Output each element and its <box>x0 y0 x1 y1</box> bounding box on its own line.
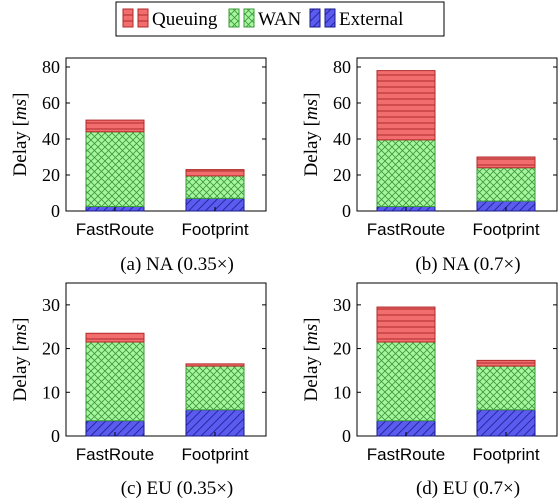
legend-label-wan: WAN <box>258 9 302 30</box>
legend-label-queuing: Queuing <box>152 9 218 30</box>
bar-wan-fastroute <box>376 341 436 422</box>
x-tick-label: FastRoute <box>367 445 445 464</box>
x-tick-label: FastRoute <box>367 220 445 239</box>
y-tick-label: 20 <box>333 339 351 359</box>
plot-frame <box>356 57 558 212</box>
chart-panel-2: 0 20 40 60 80 Delay [ms] FastRoute Footprint (b)… <box>301 57 558 275</box>
y-tick-label: 40 <box>42 129 60 149</box>
legend-swatch-wan <box>228 8 240 28</box>
y-tick-label: 20 <box>333 165 351 185</box>
bar-queuing-footprint <box>185 363 245 367</box>
y-tick-label: 30 <box>42 295 60 315</box>
panel-caption: (b) NA (0.7×) <box>415 254 520 275</box>
y-tick-label: 10 <box>333 382 351 402</box>
bar-queuing-footprint <box>476 359 536 367</box>
bar-queuing-footprint <box>476 156 536 169</box>
bar-wan-footprint <box>476 365 536 411</box>
panel-caption: (a) NA (0.35×) <box>120 254 234 275</box>
bar-queuing-fastroute <box>85 119 145 133</box>
x-tick-label: FastRoute <box>76 445 154 464</box>
legend: Queuing WAN External <box>115 1 445 37</box>
bar-queuing-fastroute <box>376 306 436 343</box>
y-tick-label: 60 <box>42 93 60 113</box>
bar-queuing-fastroute <box>376 70 436 141</box>
y-tick-label: 10 <box>42 382 60 402</box>
chart-panel-1: 0 20 40 60 80 Delay [ms] FastRoute Footprint (a)… <box>10 57 267 275</box>
x-tick-label: Footprint <box>181 445 248 464</box>
bar-queuing-fastroute <box>85 332 145 343</box>
plot-frame <box>356 282 558 437</box>
bar-queuing-footprint <box>185 169 245 177</box>
legend-label-external: External <box>339 9 403 30</box>
bar-wan-footprint <box>476 167 536 202</box>
legend-box <box>115 1 445 37</box>
x-tick-label: Footprint <box>181 220 248 239</box>
x-tick-label: Footprint <box>472 445 539 464</box>
bar-wan-footprint <box>185 175 245 199</box>
y-axis-label: Delay [ms] <box>301 318 322 402</box>
bar-wan-fastroute <box>85 341 145 422</box>
y-tick-label: 0 <box>342 201 351 221</box>
y-tick-label: 0 <box>342 426 351 446</box>
panel-caption: (c) EU (0.35×) <box>121 478 234 499</box>
legend-swatch-external <box>309 8 321 28</box>
legend-swatch-queuing-2 <box>137 8 149 28</box>
y-axis-label: Delay [ms] <box>10 318 31 402</box>
legend-swatch-wan-2 <box>243 8 255 28</box>
y-tick-label: 20 <box>42 339 60 359</box>
y-axis-label: Delay [ms] <box>10 93 31 177</box>
chart-panel-4: 0 10 20 30 Delay [ms] FastRoute Footprint (d) E… <box>301 282 558 499</box>
bar-external-footprint <box>476 409 536 437</box>
x-tick-label: FastRoute <box>76 220 154 239</box>
chart-panel-3: 0 10 20 30 Delay [ms] FastRoute Footprint (c) E… <box>10 282 267 499</box>
legend-swatch-queuing <box>122 8 134 28</box>
y-tick-label: 30 <box>333 295 351 315</box>
plot-frame <box>65 282 267 437</box>
panel-caption: (d) EU (0.7×) <box>416 478 520 499</box>
bar-wan-fastroute <box>85 131 145 207</box>
bar-wan-fastroute <box>376 139 436 207</box>
legend-swatch-external-2 <box>324 8 336 28</box>
y-tick-label: 80 <box>42 57 60 77</box>
plot-frame <box>65 57 267 212</box>
y-tick-label: 20 <box>42 165 60 185</box>
y-axis-label: Delay [ms] <box>301 93 322 177</box>
y-tick-label: 60 <box>333 93 351 113</box>
panels: 0 20 40 60 80 Delay [ms] FastRoute Footprint (a)… <box>10 57 558 499</box>
x-tick-label: Footprint <box>472 220 539 239</box>
y-tick-label: 0 <box>51 201 60 221</box>
bar-wan-footprint <box>185 365 245 411</box>
y-tick-label: 40 <box>333 129 351 149</box>
y-tick-label: 0 <box>51 426 60 446</box>
y-tick-label: 80 <box>333 57 351 77</box>
